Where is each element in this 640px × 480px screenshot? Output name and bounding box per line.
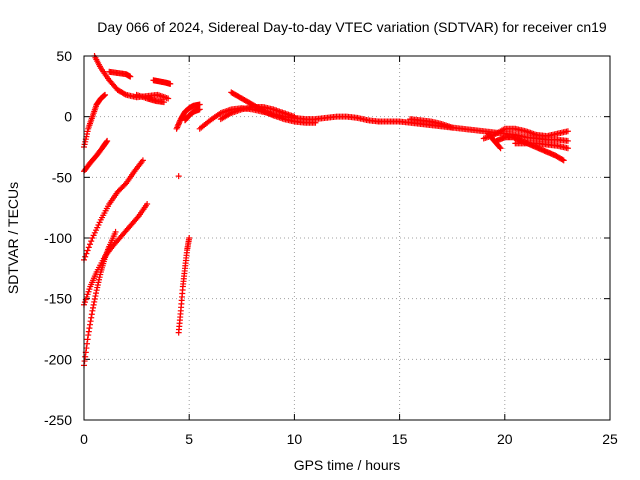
data-point bbox=[121, 91, 128, 98]
data-point bbox=[175, 173, 182, 180]
data-point bbox=[104, 137, 111, 144]
data-point bbox=[186, 235, 193, 241]
data-point bbox=[175, 121, 182, 128]
y-tick-label: -200 bbox=[44, 351, 72, 367]
axis-ticks bbox=[83, 55, 611, 421]
data-point bbox=[81, 358, 88, 365]
series-arc-12 bbox=[173, 101, 203, 132]
series-arc-7 bbox=[106, 68, 134, 80]
y-tick-label: -250 bbox=[44, 412, 72, 428]
data-point bbox=[82, 353, 89, 360]
data-point bbox=[564, 137, 571, 144]
series-arc-1 bbox=[81, 91, 109, 150]
series-arc-21 bbox=[484, 130, 504, 152]
data-point bbox=[93, 290, 100, 297]
series-arc-22 bbox=[512, 140, 571, 152]
data-point bbox=[144, 201, 151, 208]
data-point bbox=[84, 340, 91, 347]
y-tick-label: 50 bbox=[56, 48, 72, 64]
data-point bbox=[134, 214, 141, 221]
data-point bbox=[88, 238, 95, 245]
data-point bbox=[497, 145, 504, 152]
data-point bbox=[85, 332, 92, 339]
y-tick-label: 0 bbox=[64, 109, 72, 125]
data-point bbox=[85, 328, 92, 335]
data-point bbox=[449, 124, 456, 131]
x-axis-label: GPS time / hours bbox=[294, 457, 401, 473]
x-tick-label: 5 bbox=[185, 431, 193, 447]
data-point bbox=[559, 156, 566, 163]
data-point bbox=[167, 80, 174, 87]
data-point bbox=[90, 301, 97, 308]
data-point bbox=[85, 244, 92, 251]
series-arc-16 bbox=[217, 103, 298, 123]
data-point bbox=[84, 247, 91, 254]
data-point bbox=[139, 157, 146, 164]
x-tick-label: 20 bbox=[497, 431, 513, 447]
series-arc-17 bbox=[375, 118, 571, 144]
data-point bbox=[92, 293, 99, 300]
y-tick-label: -100 bbox=[44, 230, 72, 246]
data-point bbox=[165, 95, 172, 102]
data-point bbox=[160, 99, 167, 106]
y-tick-label: -50 bbox=[52, 169, 72, 185]
data-point bbox=[87, 241, 94, 248]
series-arc-5 bbox=[81, 228, 119, 369]
data-point bbox=[88, 311, 95, 318]
data-point bbox=[91, 296, 98, 303]
data-point bbox=[173, 125, 180, 132]
data-point bbox=[90, 304, 97, 311]
data-point bbox=[176, 118, 183, 125]
series-arc-2 bbox=[81, 137, 111, 175]
y-axis-label: SDTVAR / TECUs bbox=[5, 182, 21, 294]
series-arc-13 bbox=[181, 106, 203, 124]
data-point bbox=[312, 119, 319, 126]
data-point bbox=[102, 91, 109, 98]
data-point bbox=[127, 73, 134, 80]
data-points bbox=[81, 53, 571, 369]
data-point bbox=[196, 106, 203, 113]
data-point bbox=[291, 113, 298, 120]
data-point bbox=[86, 325, 93, 332]
data-point bbox=[91, 298, 98, 305]
data-point bbox=[87, 318, 94, 325]
series-arc-10 bbox=[175, 235, 193, 336]
series-arc-18 bbox=[407, 116, 456, 131]
data-point bbox=[174, 123, 181, 130]
chart-title: Day 066 of 2024, Sidereal Day-to-day VTE… bbox=[97, 19, 607, 35]
plot-frame bbox=[83, 55, 611, 421]
x-tick-label: 10 bbox=[287, 431, 303, 447]
series-arc-8 bbox=[150, 77, 174, 87]
series-arc-20 bbox=[493, 134, 567, 164]
series-arc-3 bbox=[81, 157, 146, 263]
data-point bbox=[496, 144, 503, 151]
series-arc-4 bbox=[81, 201, 151, 308]
x-tick-label: 25 bbox=[602, 431, 618, 447]
series-arc-11 bbox=[175, 173, 182, 180]
x-tick-label: 15 bbox=[392, 431, 408, 447]
data-point bbox=[89, 307, 96, 314]
data-point bbox=[84, 336, 91, 343]
data-point bbox=[82, 253, 89, 260]
data-point bbox=[112, 228, 119, 235]
data-point bbox=[560, 157, 567, 164]
data-point bbox=[87, 321, 94, 328]
data-point bbox=[174, 124, 181, 131]
y-tick-label: -150 bbox=[44, 291, 72, 307]
series-arc-9 bbox=[133, 91, 167, 106]
data-point bbox=[564, 145, 571, 152]
grid bbox=[84, 56, 610, 420]
series-arc-19 bbox=[480, 125, 571, 142]
data-point bbox=[564, 128, 571, 135]
x-tick-label: 0 bbox=[80, 431, 88, 447]
data-point bbox=[175, 120, 182, 127]
tick-labels: 0 5 10 15 20 25 50 0 -50 -100 -150 -200 -250 bbox=[44, 48, 618, 447]
data-point bbox=[88, 314, 95, 321]
data-point bbox=[103, 138, 110, 145]
